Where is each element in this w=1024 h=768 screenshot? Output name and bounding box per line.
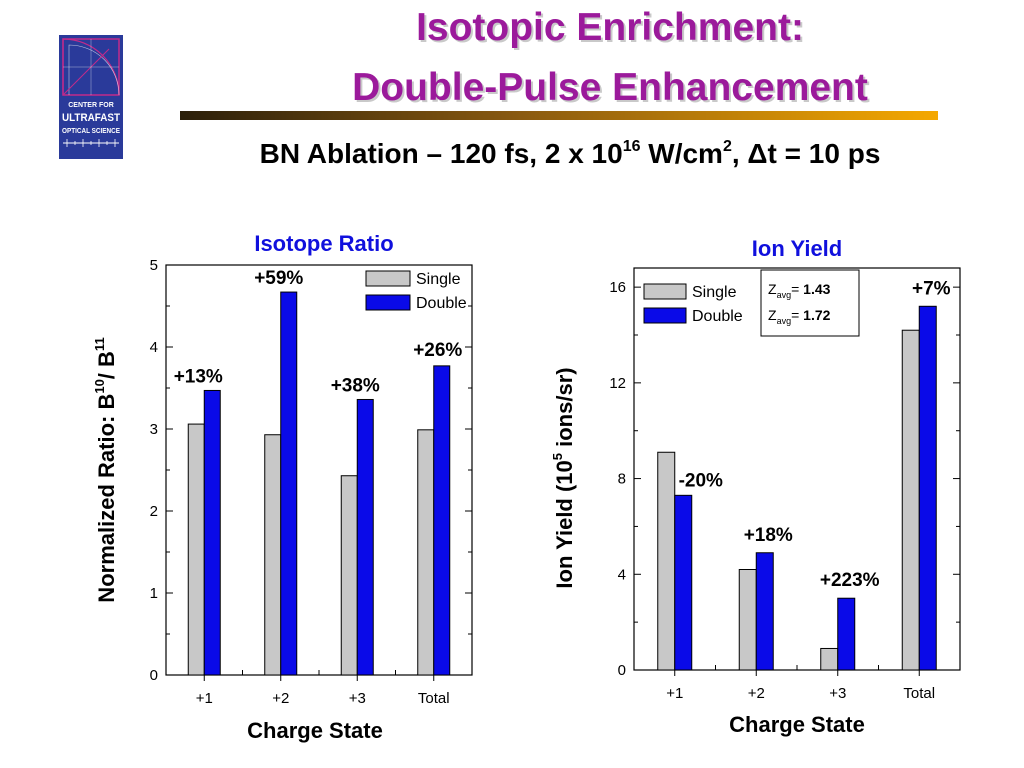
left-bar-double [356,398,374,676]
subtitle-main: BN Ablation – 120 fs, 2 x 10 [259,138,623,169]
right-chart-title: Ion Yield [752,236,842,261]
logo-line3: OPTICAL SCIENCE [62,128,120,135]
cuos-logo: CENTER FOR ULTRAFAST OPTICAL SCIENCE [59,35,123,159]
left-ytick-label: 0 [150,667,158,684]
right-legend-label: Double [692,308,743,325]
left-ytick-label: 3 [150,421,158,438]
subtitle-mid: W/cm [640,138,723,169]
right-chart-plot: 0 4 8 12 16 +1 -20% +2 +18% +3 +223% Total +7% Single… [609,267,961,702]
slide-subtitle: BN Ablation – 120 fs, 2 x 1016 W/cm2, Δt… [150,138,990,170]
left-xtick-label: +3 [349,690,366,707]
left-annotation: +38% [331,375,380,396]
left-bar-double [280,291,298,676]
right-bar-double [837,597,856,671]
right-annotation: +7% [912,278,951,299]
left-xtick-label: Total [418,690,450,707]
left-xtick-label: +1 [196,690,213,707]
left-legend-label: Single [416,271,461,288]
right-annotation: -20% [679,470,723,491]
left-chart-plot: 0 1 2 3 4 5 +1 +13% +2 +59% +3 +38% Total +26% Single D… [150,257,473,707]
right-bar-single [657,451,676,671]
left-annotation: +59% [254,268,303,289]
right-chart-ylabel: Ion Yield (105 ions/sr) [550,367,577,588]
left-legend-swatch-single [365,270,411,287]
left-ytick-label: 4 [150,339,158,356]
right-ytick-label: 16 [609,279,626,296]
right-annotation: +223% [820,570,880,591]
right-legend-swatch-double [643,307,687,324]
right-xtick-label: +1 [666,685,683,702]
left-annotation: +13% [174,366,223,387]
right-bar-single [738,569,757,671]
subtitle-exp1: 16 [622,138,641,155]
right-annotation: +18% [744,525,793,546]
left-bar-double [433,365,451,676]
right-legend-swatch-single [643,283,687,300]
slide-title-line2: Double-Pulse Enhancement [352,66,868,109]
subtitle-delta: , Δt = 10 ps [731,138,881,169]
left-ytick-label: 1 [150,585,158,602]
right-chart-xlabel: Charge State [729,712,865,737]
left-bar-single [264,434,282,676]
right-legend-label: Single [692,284,737,301]
left-bar-double [203,389,221,676]
left-bar-single [340,475,358,676]
right-ytick-label: 12 [609,375,626,392]
zavg-single-label: Zavg= 1.43 [768,281,831,300]
right-xtick-label: +2 [748,685,765,702]
left-bar-single [417,429,435,676]
logo-line2: ULTRAFAST [62,112,120,124]
title-underline-bar [180,111,938,120]
left-bar-single [187,423,205,676]
zavg-box: Zavg= 1.43 Zavg= 1.72 [760,269,860,337]
zavg-double-label: Zavg= 1.72 [768,307,831,326]
right-bar-double [674,494,693,671]
slide-title-line1: Isotopic Enrichment: [416,6,804,49]
right-ytick-label: 8 [618,471,626,488]
right-bar-single [901,329,920,671]
right-bar-double [755,552,774,671]
left-xtick-label: +2 [272,690,289,707]
left-ytick-label: 2 [150,503,158,520]
left-chart-xlabel: Charge State [247,718,383,743]
left-annotation: +26% [413,340,462,361]
subtitle-exp2: 2 [722,138,732,155]
left-chart-title: Isotope Ratio [254,231,393,256]
right-xtick-label: +3 [829,685,846,702]
left-chart-ylabel: Normalized Ratio: B10/ B11 [92,337,119,602]
right-xtick-label: Total [903,685,935,702]
right-ytick-label: 0 [618,662,626,679]
right-bar-single [820,647,839,671]
left-ytick-label: 5 [150,257,158,274]
right-ytick-label: 4 [618,566,626,583]
left-legend-swatch-double [365,294,411,311]
right-bar-double [918,305,937,671]
logo-line1: CENTER FOR [68,102,114,109]
left-legend-label: Double [416,295,467,312]
